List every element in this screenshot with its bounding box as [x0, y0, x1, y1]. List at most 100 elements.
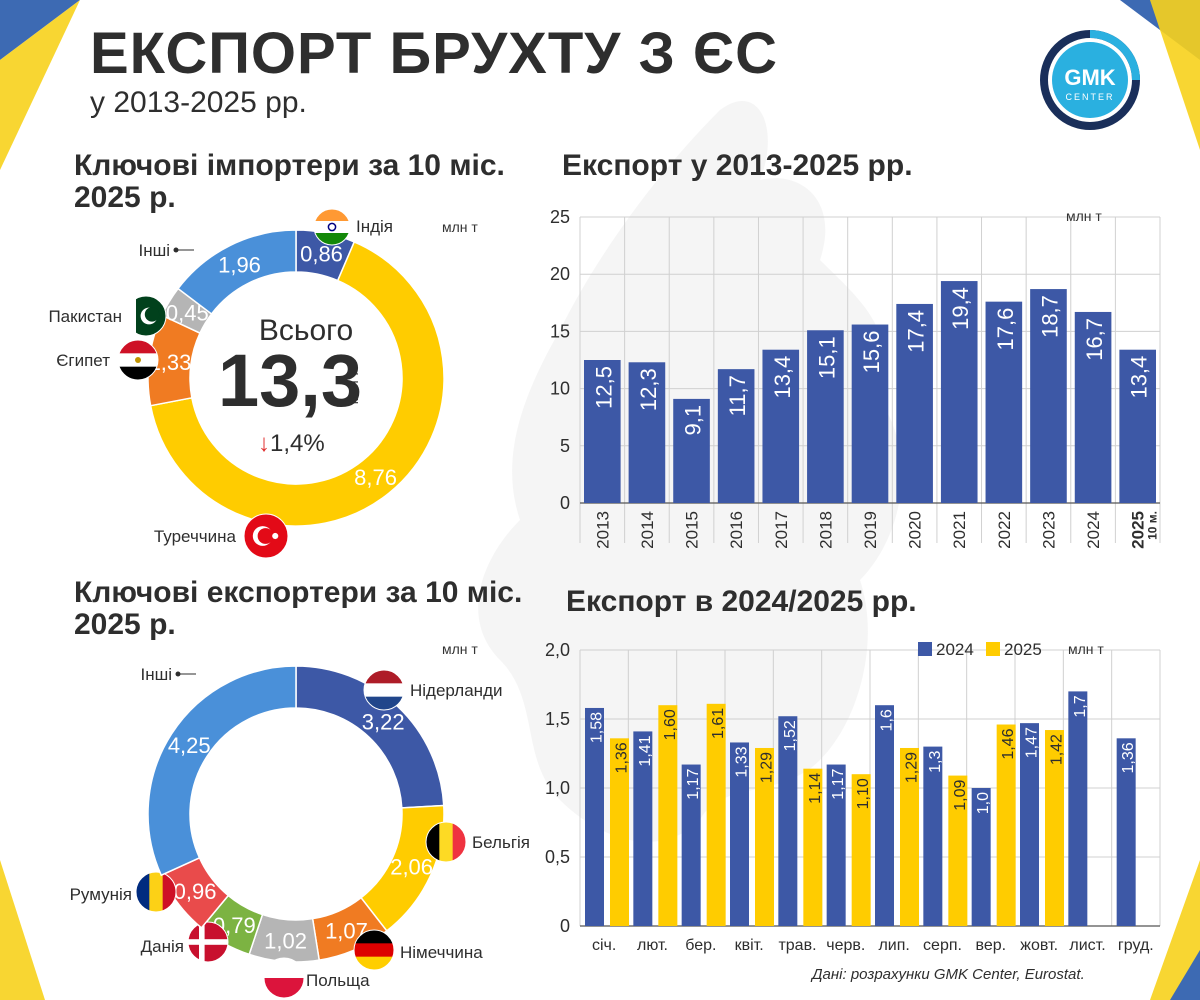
annual-bar-2021: [940, 281, 978, 503]
corner-br-yellow: [1150, 860, 1200, 1000]
monthly-bar-2024-1: [633, 731, 653, 926]
page-title: ЕКСПОРТ БРУХТУ З ЄС: [90, 21, 779, 86]
exporters-donut-chart: 3,22Нідерланди2,06Бельгія1,07Німеччина1,…: [70, 665, 530, 999]
slice-value-label-6: 4,25: [168, 733, 211, 758]
monthly-bar-2024-9: [1020, 723, 1039, 926]
monthly-bar-2024-4: [778, 716, 798, 926]
monthly-bar-2024-6: [875, 705, 894, 926]
logo-inner: [1052, 42, 1128, 118]
monthly-bar-value-label: 1,17: [830, 768, 847, 799]
monthly-bar-2025-6: [900, 747, 919, 926]
annual-bar-value-label: 17,6: [993, 308, 1018, 351]
annual-bar-chart: 051015202512,5201312,320149,1201511,7201…: [550, 207, 1161, 549]
monthly-bar-2025-9: [1045, 730, 1064, 926]
exporters-title: Ключові експортери за 10 міс. 2025 р.: [74, 576, 523, 642]
annual-xtick-label: 2014: [638, 511, 657, 549]
monthly-bar-value-label: 1,14: [807, 773, 824, 804]
annual-xtick-label: 2016: [727, 511, 746, 549]
importers-change: ↓1,4%: [258, 430, 325, 458]
slice-category-label-6: Інші: [140, 665, 172, 684]
footer-source: Дані: розрахунки GMK Center, Eurostat.: [812, 966, 1085, 983]
monthly-ytick-label: 0: [560, 916, 570, 936]
monthly-chart-title: Експорт в 2024/2025 рр.: [566, 585, 917, 618]
annual-bar-2022: [985, 301, 1023, 503]
annual-bar-value-label: 11,7: [725, 375, 750, 416]
annual-xtick-label: 2017: [772, 511, 791, 549]
annual-xtick-label: 2013: [593, 511, 612, 549]
annual-bar-value-label: 15,6: [859, 331, 884, 374]
monthly-bar-2025-5: [851, 774, 871, 926]
annual-bar-value-label: 18,7: [1037, 295, 1062, 338]
monthly-bar-value-label: 1,60: [662, 709, 679, 740]
page-subtitle: у 2013-2025 рр.: [90, 86, 307, 119]
annual-bar-2016: [717, 369, 755, 503]
importers-total-value: 13,3: [217, 339, 363, 422]
monthly-xtick-label: груд.: [1118, 937, 1154, 954]
slice-category-label-1: Бельгія: [472, 833, 530, 852]
exporters-unit: млн т: [442, 641, 478, 657]
monthly-bar-2025-3: [755, 747, 774, 926]
importers-donut-chart: 0,86Індія8,76Туреччина1,33Єгипет0,45Паки…: [48, 208, 445, 559]
annual-xtick-label: 2025: [1129, 511, 1148, 549]
monthly-bar-2025-7: [948, 775, 968, 926]
corner-tl-yellow: [0, 0, 80, 170]
slice-category-label-0: Індія: [356, 217, 393, 236]
annual-ytick-label: 0: [560, 493, 570, 513]
monthly-bar-2024-8: [971, 788, 991, 926]
monthly-bar-2024-0: [585, 707, 604, 926]
monthly-bar-value-label: 1,61: [710, 708, 727, 739]
slice-6: [147, 665, 297, 877]
annual-bar-2020: [896, 303, 933, 503]
monthly-bar-value-label: 1,0: [975, 792, 992, 814]
monthly-bar-2024-5: [826, 764, 846, 926]
monthly-bar-2025-2: [706, 703, 726, 926]
monthly-bar-value-label: 1,6: [879, 709, 896, 731]
annual-ytick-label: 25: [550, 207, 570, 227]
monthly-chart-unit: млн т: [1068, 641, 1104, 657]
importers-total-unit: млн т: [346, 370, 362, 405]
slice-value-label-5: 0,96: [174, 879, 217, 904]
importers-unit: млн т: [442, 219, 478, 235]
slice-category-label-5: Румунія: [70, 885, 132, 904]
annual-last-sublabel: 10 м.: [1146, 511, 1160, 540]
monthly-bar-2025-4: [803, 768, 823, 926]
slice-value-label-0: 3,22: [362, 710, 405, 735]
india-flag-icon: [313, 208, 351, 246]
belgium-flag-icon: [425, 821, 467, 863]
annual-bar-2017: [762, 349, 800, 503]
annual-xtick-label: 2015: [683, 511, 702, 549]
annual-bar-2018: [807, 330, 844, 503]
netherlands-flag-icon: [363, 669, 405, 711]
monthly-bar-2025-0: [610, 738, 629, 926]
annual-bar-value-label: 12,3: [636, 368, 661, 411]
annual-bar-value-label: 12,5: [591, 366, 616, 409]
monthly-bar-value-label: 1,46: [1000, 728, 1017, 759]
annual-chart-unit: млн т: [1066, 208, 1102, 224]
annual-bar-value-label: 13,4: [770, 356, 795, 399]
monthly-bar-value-label: 1,17: [685, 768, 702, 799]
corner-tr-yellow: [1150, 0, 1200, 150]
monthly-ytick-label: 1,0: [545, 778, 570, 798]
monthly-bar-value-label: 1,47: [1024, 727, 1041, 758]
monthly-bar-2025-8: [996, 724, 1016, 926]
annual-bar-value-label: 16,7: [1082, 318, 1107, 361]
annual-ytick-label: 20: [550, 264, 570, 284]
annual-bar-value-label: 15,1: [814, 336, 839, 379]
monthly-bar-value-label: 1,42: [1049, 734, 1066, 765]
annual-bar-2013: [584, 360, 621, 503]
annual-xtick-label: 2020: [906, 511, 925, 549]
slice-category-label-3: Пакистан: [48, 307, 122, 326]
legend-swatch-2024: [918, 642, 932, 656]
corner-br-blue: [1170, 950, 1200, 1000]
down-arrow-icon: ↓: [258, 430, 270, 457]
slice-category-label-2: Німеччина: [400, 943, 483, 962]
slice-1: [149, 240, 445, 527]
annual-bar-2015: [673, 398, 710, 503]
legend-label-2025: 2025: [1004, 640, 1042, 659]
poland-flag-icon: [263, 957, 305, 999]
monthly-xtick-label: трав.: [778, 937, 816, 954]
slice-category-label-2: Єгипет: [56, 351, 110, 370]
annual-ytick-label: 10: [550, 379, 570, 399]
egypt-flag-icon: [117, 339, 159, 381]
monthly-xtick-label: січ.: [592, 937, 616, 954]
